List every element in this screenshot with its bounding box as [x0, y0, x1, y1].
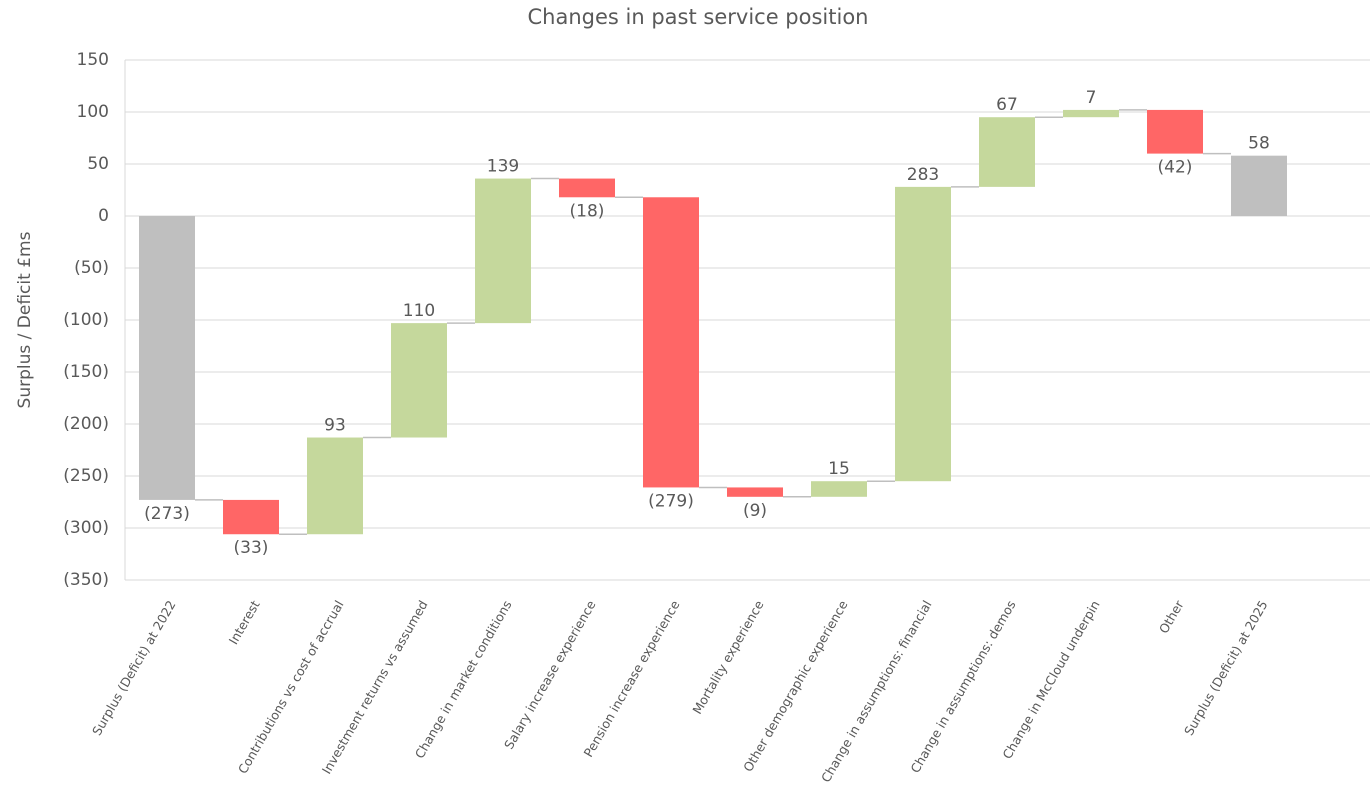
value-label: (273): [144, 504, 190, 524]
bar: [895, 186, 951, 482]
x-tick-label: Other: [1156, 597, 1187, 636]
y-axis-label: Surplus / Deficit £ms: [15, 231, 35, 408]
x-tick-label: Surplus (Deficit) at 2025: [1181, 598, 1271, 738]
bar: [1147, 109, 1203, 154]
value-label: (33): [234, 538, 269, 558]
y-tick-label: 100: [77, 102, 109, 122]
y-tick-label: (350): [63, 570, 109, 590]
value-label: 67: [996, 95, 1018, 115]
value-label: (42): [1158, 158, 1193, 178]
bar: [139, 216, 195, 500]
value-label: 58: [1248, 134, 1270, 154]
x-tick-label: Mortality experience: [689, 597, 766, 716]
bar: [643, 197, 699, 488]
value-label: (9): [743, 501, 767, 521]
bar: [1063, 109, 1119, 118]
bar: [811, 481, 867, 497]
bar: [475, 178, 531, 324]
value-label: 283: [907, 165, 939, 185]
x-tick-label: Change in McCloud underpin: [999, 598, 1102, 762]
bar: [727, 487, 783, 497]
bar: [391, 323, 447, 438]
y-tick-label: 150: [77, 50, 109, 70]
bar: [979, 117, 1035, 187]
bar: [307, 437, 363, 535]
x-tick-label: Interest: [226, 598, 263, 647]
value-label: 7: [1086, 88, 1097, 108]
y-tick-label: (200): [63, 414, 109, 434]
value-label: 15: [828, 459, 850, 479]
y-tick-label: (50): [74, 258, 109, 278]
x-tick-label: Pension increase experience: [581, 597, 683, 759]
bar: [559, 178, 615, 198]
value-label: 110: [403, 301, 435, 321]
bar: [223, 499, 279, 535]
value-label: (279): [648, 491, 694, 511]
value-label: 93: [324, 416, 346, 436]
x-tick-label: Salary increase experience: [501, 597, 599, 751]
y-tick-label: (300): [63, 518, 109, 538]
x-tick-label: Surplus (Deficit) at 2022: [89, 598, 179, 738]
y-tick-label: 50: [87, 154, 109, 174]
y-tick-label: 0: [98, 206, 109, 226]
y-tick-label: (250): [63, 466, 109, 486]
x-tick-label: Change in market conditions: [412, 598, 515, 761]
y-tick-label: (150): [63, 362, 109, 382]
value-label: 139: [487, 157, 519, 177]
bar: [1231, 155, 1287, 216]
chart-title: Changes in past service position: [528, 5, 869, 29]
y-tick-label: (100): [63, 310, 109, 330]
value-label: (18): [570, 201, 605, 221]
